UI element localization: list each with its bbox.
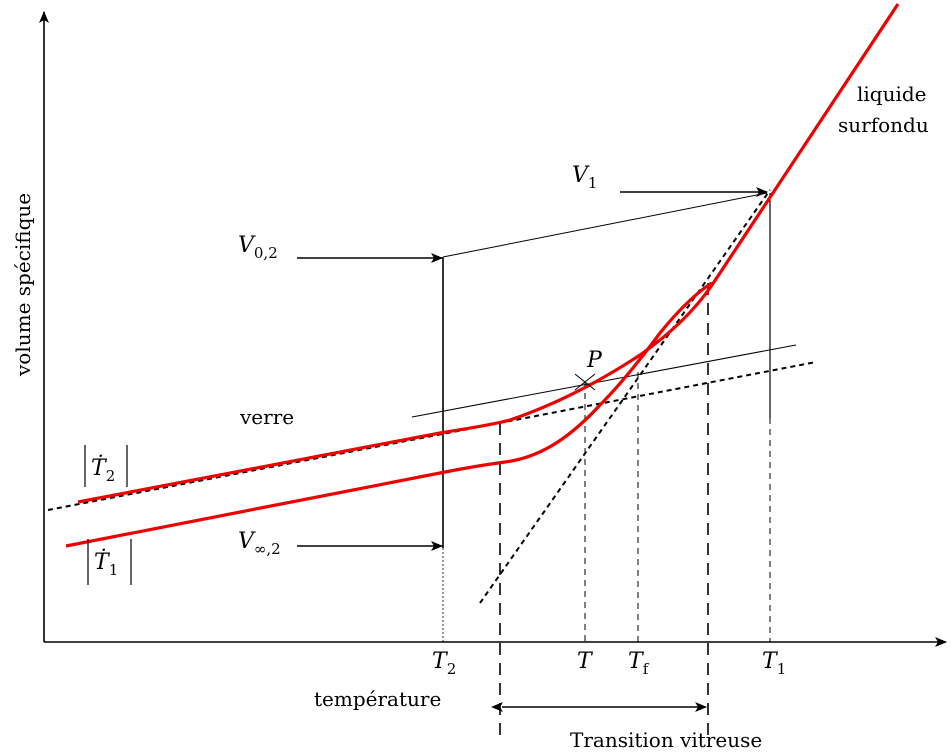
liquid-label-2: surfondu bbox=[838, 113, 929, 137]
t2-tick-label: T2 bbox=[432, 649, 456, 678]
tf-tick-label: Tf bbox=[628, 649, 650, 678]
liquid-extrapolation-dashed bbox=[479, 189, 771, 604]
rate2-label: Ṫ2 bbox=[91, 454, 115, 485]
v1-label: V1 bbox=[572, 163, 597, 192]
v02-v1-connector bbox=[442, 192, 768, 258]
p-cross-mark bbox=[574, 373, 596, 391]
v02-label: V0,2 bbox=[238, 233, 278, 262]
vinf2-label: V∞,2 bbox=[238, 529, 281, 558]
tangent-line-p bbox=[411, 344, 797, 418]
transition-label: Transition vitreuse bbox=[570, 728, 762, 752]
t1-tick-label: T1 bbox=[762, 649, 786, 678]
t-tick-label: T bbox=[577, 649, 594, 674]
x-axis-label: température bbox=[314, 687, 441, 711]
rate1-label: Ṫ1 bbox=[94, 548, 118, 579]
liquid-label-1: liquide bbox=[857, 82, 927, 106]
glass-label: verre bbox=[239, 405, 294, 429]
cooling-curve-slow bbox=[77, 3, 900, 504]
rate1-bracket bbox=[87, 539, 132, 585]
y-axis-label: volume spécifique bbox=[11, 193, 35, 377]
cooling-curve-fast bbox=[65, 281, 713, 548]
p-label: P bbox=[586, 348, 603, 373]
rate2-bracket bbox=[84, 445, 128, 487]
